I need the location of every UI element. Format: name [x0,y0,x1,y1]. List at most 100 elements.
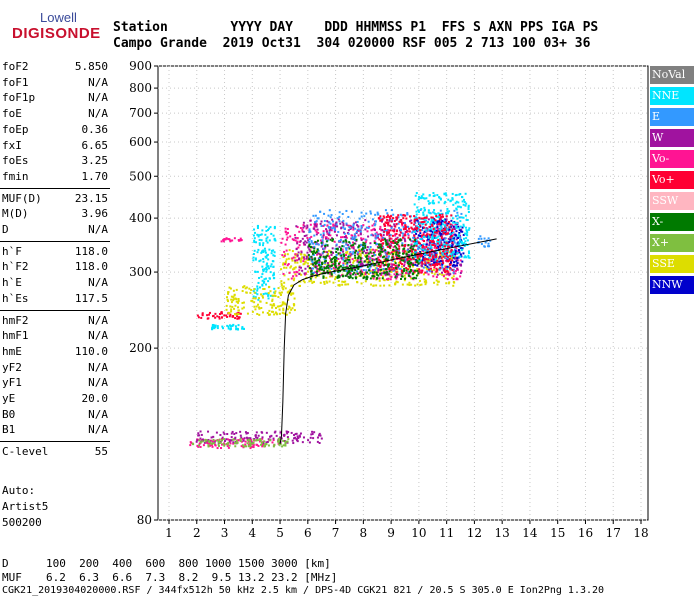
echo-point [284,287,287,290]
echo-point [308,280,311,283]
echo-point [330,267,333,270]
echo-point [397,214,400,217]
echo-point [364,244,367,247]
echo-point [279,436,282,439]
echo-point [253,237,256,240]
echo-point [378,279,381,282]
echo-point [451,251,454,254]
param-value: N/A [88,276,108,290]
echo-point [284,444,287,447]
echo-point [432,211,435,214]
echo-point [414,261,417,264]
param-value: N/A [88,376,108,390]
echo-point [444,221,447,224]
echo-point [278,439,281,442]
echo-point [347,283,350,286]
echo-point [369,212,372,215]
echo-point [292,275,295,278]
echo-point [406,212,409,215]
echo-point [261,273,264,276]
echo-point [433,231,436,234]
param-value: N/A [88,91,108,105]
echo-point [435,243,438,246]
echo-point [418,258,421,261]
echo-point [271,299,274,302]
echo-point [389,240,392,243]
echo-point [210,436,213,439]
echo-point [226,324,229,327]
echo-point [211,442,214,445]
echo-point [437,216,440,219]
echo-point [452,231,455,234]
echo-point [253,288,256,291]
echo-point [387,243,390,246]
echo-point [283,281,286,284]
echo-point [452,281,455,284]
echo-point [196,444,199,447]
echo-point [436,283,439,286]
echo-point [460,230,463,233]
echo-point [418,222,421,225]
echo-point [414,194,417,197]
echo-point [272,438,275,441]
echo-point [417,247,420,250]
echo-point [273,254,276,257]
echo-point [329,238,332,241]
echo-point [274,307,277,310]
echo-point [395,216,398,219]
echo-point [360,225,363,228]
echo-point [428,202,431,205]
echo-point [337,252,340,255]
echo-point [355,231,358,234]
echo-point [356,253,359,256]
echo-point [252,442,255,445]
echo-point [424,262,427,265]
echo-point [417,259,420,262]
echo-point [459,255,462,258]
echo-point [296,271,299,274]
echo-point [430,253,433,256]
echo-point [437,256,440,259]
echo-point [407,265,410,268]
echo-point [431,231,434,234]
echo-point [220,439,223,442]
echo-point [336,225,339,228]
echo-point [439,225,442,228]
echo-point [425,261,428,264]
echo-point [215,431,218,434]
echo-point [386,241,389,244]
y-tick-label: 600 [129,135,152,149]
echo-point [432,275,435,278]
echo-point [288,249,291,252]
echo-point [237,297,240,300]
echo-point [358,271,361,274]
echo-point [310,279,313,282]
echo-point [315,230,318,233]
echo-point [376,277,379,280]
echo-point [392,217,395,220]
echo-point [356,281,359,284]
echo-point [306,224,309,227]
echo-point [338,211,341,214]
echo-point [368,248,371,251]
echo-point [390,240,393,243]
echo-point [420,195,423,198]
echo-point [316,261,319,264]
echo-point [359,274,362,277]
echo-point [349,261,352,264]
echo-point [411,269,414,272]
echo-point [330,261,333,264]
echo-point [455,257,458,260]
echo-point [292,292,295,295]
echo-point [432,256,435,259]
echo-point [441,215,444,218]
echo-point [312,242,315,245]
echo-point [310,256,313,259]
echo-point [445,282,448,285]
echo-point [344,274,347,277]
echo-point [326,262,329,265]
echo-point [316,440,319,443]
echo-point [367,269,370,272]
echo-point [385,271,388,274]
echo-point [374,267,377,270]
